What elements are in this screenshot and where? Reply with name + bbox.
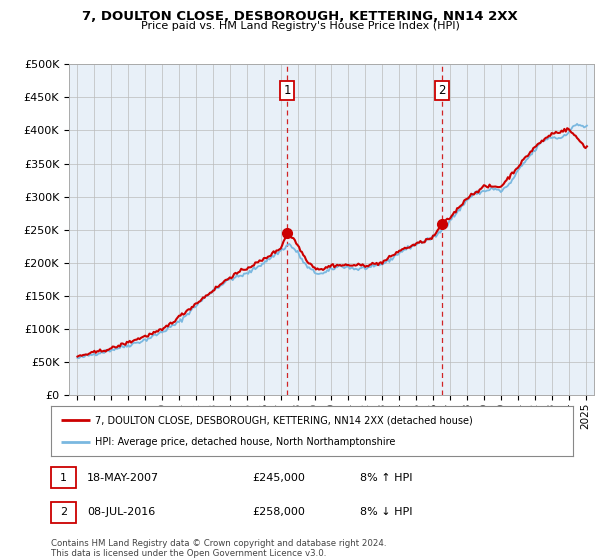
Text: 8% ↓ HPI: 8% ↓ HPI	[360, 507, 413, 517]
Text: £258,000: £258,000	[252, 507, 305, 517]
Text: Contains HM Land Registry data © Crown copyright and database right 2024.
This d: Contains HM Land Registry data © Crown c…	[51, 539, 386, 558]
Text: 7, DOULTON CLOSE, DESBOROUGH, KETTERING, NN14 2XX: 7, DOULTON CLOSE, DESBOROUGH, KETTERING,…	[82, 10, 518, 23]
Text: £245,000: £245,000	[252, 473, 305, 483]
Text: 7, DOULTON CLOSE, DESBOROUGH, KETTERING, NN14 2XX (detached house): 7, DOULTON CLOSE, DESBOROUGH, KETTERING,…	[95, 415, 473, 425]
Text: HPI: Average price, detached house, North Northamptonshire: HPI: Average price, detached house, Nort…	[95, 437, 396, 447]
Text: 08-JUL-2016: 08-JUL-2016	[87, 507, 155, 517]
Text: 1: 1	[283, 85, 291, 97]
Text: 2: 2	[60, 507, 67, 517]
Text: 8% ↑ HPI: 8% ↑ HPI	[360, 473, 413, 483]
Text: 2: 2	[438, 85, 446, 97]
Text: 18-MAY-2007: 18-MAY-2007	[87, 473, 159, 483]
Text: Price paid vs. HM Land Registry's House Price Index (HPI): Price paid vs. HM Land Registry's House …	[140, 21, 460, 31]
Text: 1: 1	[60, 473, 67, 483]
